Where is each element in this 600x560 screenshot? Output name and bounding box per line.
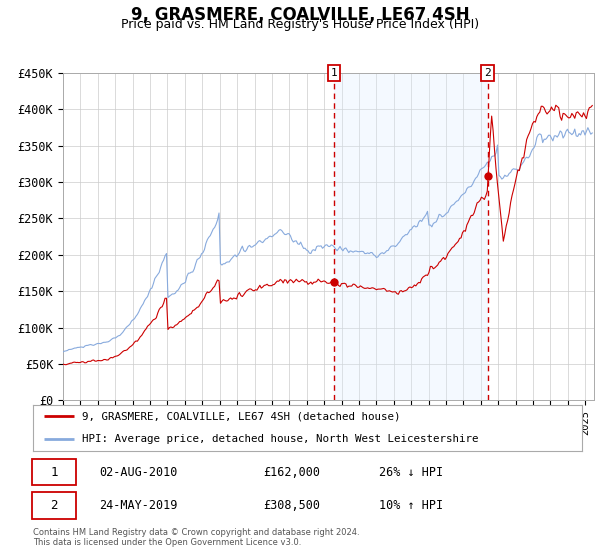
FancyBboxPatch shape [32,492,76,519]
Text: 24-MAY-2019: 24-MAY-2019 [99,499,177,512]
Text: 02-AUG-2010: 02-AUG-2010 [99,465,177,479]
Bar [334,73,488,400]
Text: Contains HM Land Registry data © Crown copyright and database right 2024.: Contains HM Land Registry data © Crown c… [33,528,359,537]
Text: 2: 2 [50,499,58,512]
FancyBboxPatch shape [32,459,76,486]
Text: 9, GRASMERE, COALVILLE, LE67 4SH: 9, GRASMERE, COALVILLE, LE67 4SH [131,6,469,24]
Text: 2: 2 [484,68,491,78]
Text: 9, GRASMERE, COALVILLE, LE67 4SH (detached house): 9, GRASMERE, COALVILLE, LE67 4SH (detach… [82,412,401,421]
Text: 10% ↑ HPI: 10% ↑ HPI [379,499,443,512]
Text: HPI: Average price, detached house, North West Leicestershire: HPI: Average price, detached house, Nort… [82,435,479,444]
Text: 26% ↓ HPI: 26% ↓ HPI [379,465,443,479]
Text: 1: 1 [50,465,58,479]
Text: Price paid vs. HM Land Registry's House Price Index (HPI): Price paid vs. HM Land Registry's House … [121,18,479,31]
Text: This data is licensed under the Open Government Licence v3.0.: This data is licensed under the Open Gov… [33,538,301,547]
Text: 1: 1 [331,68,338,78]
Text: £308,500: £308,500 [263,499,320,512]
Text: £162,000: £162,000 [263,465,320,479]
